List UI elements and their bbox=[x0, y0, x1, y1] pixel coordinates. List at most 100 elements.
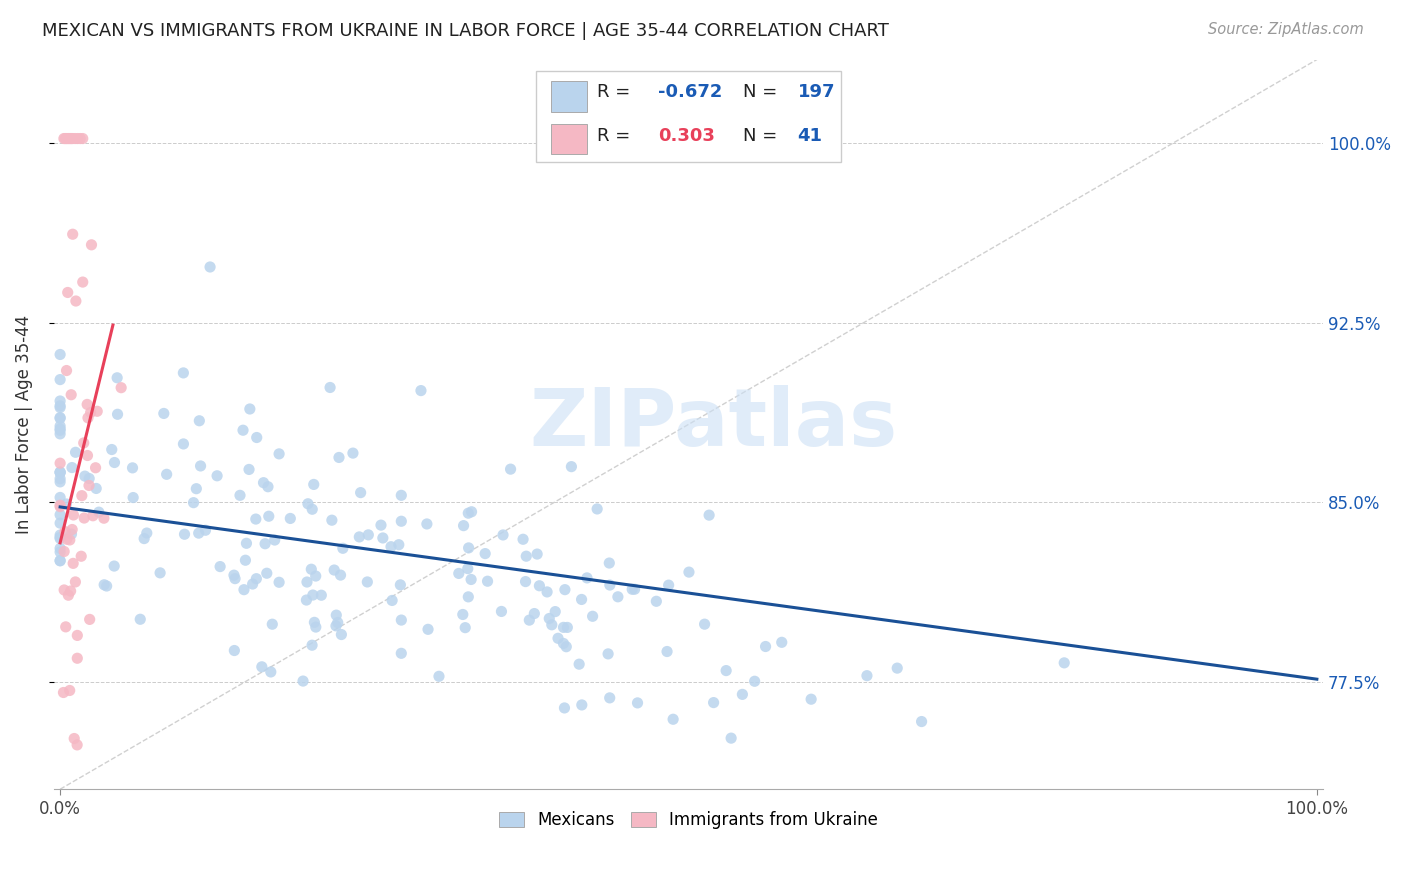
Point bbox=[53, 131, 76, 145]
Point bbox=[59, 533, 82, 547]
Point bbox=[389, 613, 412, 627]
Point bbox=[72, 131, 94, 145]
Point bbox=[278, 511, 301, 525]
Point bbox=[305, 569, 328, 583]
Point bbox=[235, 536, 257, 550]
Point bbox=[232, 423, 254, 437]
Point bbox=[96, 579, 118, 593]
Point bbox=[49, 466, 72, 480]
Point bbox=[257, 480, 280, 494]
Legend: Mexicans, Immigrants from Ukraine: Mexicans, Immigrants from Ukraine bbox=[492, 805, 884, 836]
Point bbox=[427, 669, 450, 683]
Point bbox=[69, 131, 91, 145]
Point bbox=[80, 237, 103, 252]
Point bbox=[581, 609, 603, 624]
Point bbox=[349, 485, 371, 500]
Point bbox=[555, 640, 578, 654]
Point bbox=[599, 578, 621, 592]
Point bbox=[129, 612, 152, 626]
Point bbox=[523, 607, 546, 621]
Point bbox=[52, 685, 75, 699]
Point bbox=[260, 665, 283, 679]
Point bbox=[621, 582, 644, 597]
Point bbox=[254, 537, 277, 551]
Point bbox=[183, 496, 205, 510]
Point bbox=[693, 617, 716, 632]
Point bbox=[56, 285, 79, 300]
Point bbox=[416, 516, 439, 531]
Point bbox=[512, 533, 534, 547]
Point bbox=[720, 731, 742, 746]
Point bbox=[77, 478, 100, 492]
Point bbox=[121, 461, 143, 475]
Point bbox=[499, 462, 522, 476]
Text: 41: 41 bbox=[797, 128, 823, 145]
Point bbox=[800, 692, 823, 706]
Point bbox=[49, 422, 72, 436]
Point bbox=[224, 643, 246, 657]
Point bbox=[55, 363, 77, 377]
Point bbox=[62, 131, 84, 145]
Point bbox=[56, 131, 79, 145]
Point bbox=[190, 458, 212, 473]
Point bbox=[557, 620, 579, 634]
Text: R =: R = bbox=[598, 128, 636, 145]
Point bbox=[554, 582, 576, 597]
Point bbox=[477, 574, 499, 589]
Point bbox=[60, 388, 83, 402]
Point bbox=[59, 584, 82, 599]
Point bbox=[49, 475, 72, 489]
Point bbox=[173, 527, 195, 541]
Point bbox=[65, 445, 87, 459]
Point bbox=[515, 574, 537, 589]
Point bbox=[59, 683, 82, 698]
Point bbox=[302, 588, 325, 602]
Point bbox=[49, 411, 72, 425]
Point bbox=[910, 714, 932, 729]
Point bbox=[79, 405, 101, 419]
Point bbox=[451, 607, 474, 622]
Point bbox=[856, 668, 879, 682]
Point bbox=[60, 460, 83, 475]
Point bbox=[250, 660, 273, 674]
Point bbox=[53, 524, 76, 539]
Point bbox=[678, 565, 700, 579]
Point bbox=[460, 505, 482, 519]
Point bbox=[70, 549, 93, 564]
Text: ZIPatlas: ZIPatlas bbox=[530, 385, 898, 464]
Point bbox=[301, 638, 323, 652]
Point bbox=[188, 414, 211, 428]
Point bbox=[73, 511, 96, 525]
Point bbox=[49, 423, 72, 437]
FancyBboxPatch shape bbox=[536, 70, 841, 161]
Point bbox=[242, 577, 264, 591]
Point bbox=[238, 462, 260, 476]
Point bbox=[380, 540, 402, 554]
Point bbox=[100, 442, 122, 457]
Point bbox=[529, 579, 551, 593]
Point bbox=[49, 472, 72, 486]
Point bbox=[73, 436, 96, 450]
Point bbox=[297, 497, 319, 511]
Point bbox=[454, 621, 477, 635]
Point bbox=[606, 590, 628, 604]
Point bbox=[409, 384, 432, 398]
Point bbox=[107, 407, 129, 421]
Point bbox=[153, 407, 176, 421]
Point bbox=[714, 664, 737, 678]
Point bbox=[295, 575, 318, 590]
Point bbox=[598, 556, 620, 570]
Point bbox=[60, 523, 83, 537]
Point bbox=[245, 572, 267, 586]
Point bbox=[658, 578, 681, 592]
Point bbox=[538, 611, 561, 625]
Point bbox=[84, 482, 107, 496]
Point bbox=[58, 588, 80, 602]
Text: N =: N = bbox=[742, 128, 783, 145]
Point bbox=[553, 620, 575, 634]
Point bbox=[568, 657, 591, 672]
Point bbox=[49, 426, 72, 441]
Point bbox=[60, 131, 83, 145]
Point bbox=[93, 578, 115, 592]
Point bbox=[319, 380, 342, 394]
